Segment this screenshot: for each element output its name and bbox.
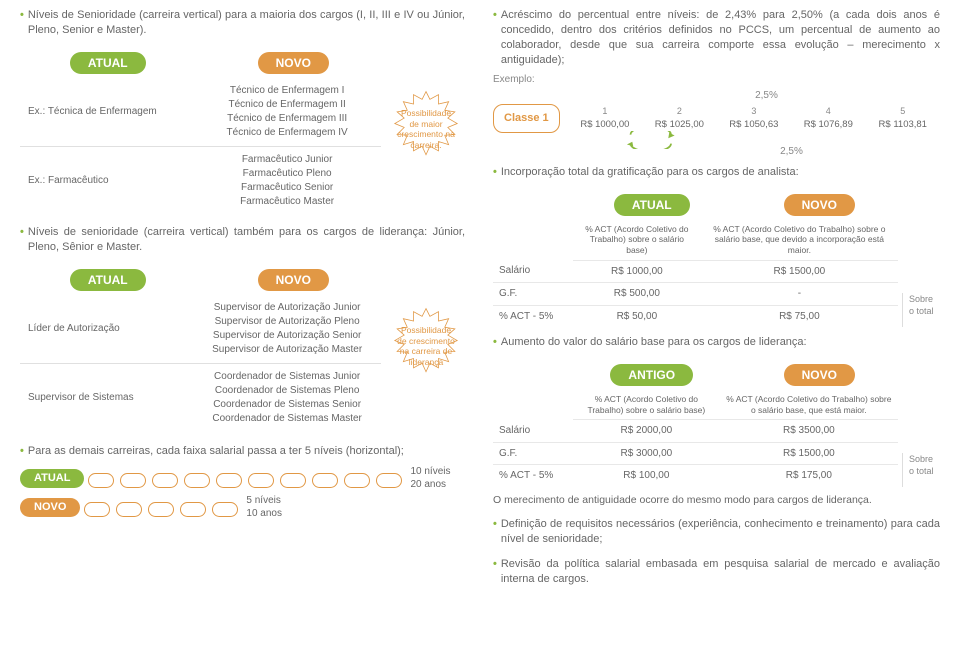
exemplo-label: Exemplo: bbox=[493, 73, 940, 87]
levels-atual-y: 20 anos bbox=[410, 478, 450, 492]
levels-novo-y: 10 anos bbox=[246, 507, 282, 521]
job-left-0: Ex.: Técnica de Enfermagem bbox=[20, 78, 193, 147]
job-table-2: Líder de Autorização Supervisor de Autor… bbox=[20, 295, 381, 432]
level-pill bbox=[88, 473, 114, 488]
bullet-text: Acréscimo do percentual entre níveis: de… bbox=[501, 8, 940, 67]
note-a2: % ACT (Acordo Coletivo do Trabalho) sobr… bbox=[701, 220, 898, 260]
levels-diagram: ATUAL 10 níveis 20 anos NOVO 5 níveis 10… bbox=[20, 465, 465, 521]
pill-novo: NOVO bbox=[258, 269, 329, 291]
job-left-2: Líder de Autorização bbox=[20, 295, 193, 364]
level-pill bbox=[280, 473, 306, 488]
job-block-2: ATUAL NOVO Líder de Autorização Supervis… bbox=[20, 261, 465, 432]
bullet-requisitos: Definição de requisitos necessários (exp… bbox=[493, 517, 940, 547]
job-block-1: ATUAL NOVO Ex.: Técnica de Enfermagem Té… bbox=[20, 44, 465, 215]
classe-pill: Classe 1 bbox=[493, 104, 560, 133]
dual-header-2: ATUAL NOVO bbox=[20, 269, 381, 291]
value-table: 1R$ 1000,00 2R$ 1025,00 3R$ 1050,63 4R$ … bbox=[568, 105, 940, 132]
bullet-aumento: Aumento do valor do salário base para os… bbox=[493, 335, 940, 350]
bullet-text: Incorporação total da gratificação para … bbox=[501, 165, 799, 180]
level-pill bbox=[180, 502, 206, 517]
level-pill bbox=[312, 473, 338, 488]
job-table-1: Ex.: Técnica de Enfermagem Técnico de En… bbox=[20, 78, 381, 215]
level-pill bbox=[116, 502, 142, 517]
level-pill bbox=[152, 473, 178, 488]
level-pill bbox=[212, 502, 238, 517]
note-b1: % ACT (Acordo Coletivo do Trabalho) sobr… bbox=[573, 390, 720, 420]
note-b2: % ACT (Acordo Coletivo do Trabalho) sobr… bbox=[720, 390, 898, 420]
levels-novo-n: 5 níveis bbox=[246, 494, 282, 508]
levels-atual bbox=[88, 473, 402, 488]
job-left-1: Ex.: Farmacêutico bbox=[20, 147, 193, 215]
level-pill bbox=[184, 473, 210, 488]
levels-atual-n: 10 níveis bbox=[410, 465, 450, 479]
bullet-text: Revisão da política salarial embasada em… bbox=[501, 557, 940, 587]
job-right-3: Coordenador de Sistemas Junior Coordenad… bbox=[193, 364, 381, 432]
pill-novo: NOVO bbox=[784, 364, 855, 386]
job-left-3: Supervisor de Sistemas bbox=[20, 364, 193, 432]
level-pill bbox=[248, 473, 274, 488]
bullet-text: Aumento do valor do salário base para os… bbox=[501, 335, 807, 350]
bullet-leadership: Níveis de senioridade (carreira vertical… bbox=[20, 225, 465, 255]
bullet-text: Definição de requisitos necessários (exp… bbox=[501, 517, 940, 547]
level-pill bbox=[120, 473, 146, 488]
bullet-text: Níveis de senioridade (carreira vertical… bbox=[28, 225, 465, 255]
table-analista: ATUAL NOVO % ACT (Acordo Coletivo do Tra… bbox=[493, 186, 940, 328]
level-pill bbox=[148, 502, 174, 517]
level-pill bbox=[216, 473, 242, 488]
side-note-a: Sobre o total bbox=[902, 293, 940, 327]
cycle-arrows bbox=[613, 131, 940, 149]
pill-atual-lvl: ATUAL bbox=[20, 469, 84, 488]
note-a1: % ACT (Acordo Coletivo do Trabalho) sobr… bbox=[573, 220, 701, 260]
pill-novo: NOVO bbox=[258, 52, 329, 74]
levels-novo bbox=[84, 502, 238, 517]
burst-2: Possibilidade de crescimento na carreira… bbox=[387, 307, 465, 385]
job-right-1: Farmacêutico Junior Farmacêutico Pleno F… bbox=[193, 147, 381, 215]
bullet-horizontal: Para as demais carreiras, cada faixa sal… bbox=[20, 444, 465, 459]
left-column: Níveis de Senioridade (carreira vertical… bbox=[20, 8, 465, 650]
table-lideranca: ANTIGO NOVO % ACT (Acordo Coletivo do Tr… bbox=[493, 356, 940, 487]
bullet-text: Para as demais carreiras, cada faixa sal… bbox=[28, 444, 404, 459]
bullet-acrescimo: Acréscimo do percentual entre níveis: de… bbox=[493, 8, 940, 67]
side-note-b: Sobre o total bbox=[902, 453, 940, 487]
level-pill bbox=[376, 473, 402, 488]
pill-novo-lvl: NOVO bbox=[20, 498, 80, 517]
level-pill bbox=[344, 473, 370, 488]
pill-novo: NOVO bbox=[784, 194, 855, 216]
pill-atual: ATUAL bbox=[614, 194, 690, 216]
pill-atual: ATUAL bbox=[70, 52, 146, 74]
dual-header-1: ATUAL NOVO bbox=[20, 52, 381, 74]
pill-antigo: ANTIGO bbox=[610, 364, 693, 386]
burst-1: Possibilidade de maior crescimento na ca… bbox=[387, 90, 465, 168]
job-right-2: Supervisor de Autorização Junior Supervi… bbox=[193, 295, 381, 364]
pill-atual: ATUAL bbox=[70, 269, 146, 291]
right-column: Acréscimo do percentual entre níveis: de… bbox=[493, 8, 940, 650]
bullet-text: Níveis de Senioridade (carreira vertical… bbox=[28, 8, 465, 38]
bullet-seniority: Níveis de Senioridade (carreira vertical… bbox=[20, 8, 465, 38]
job-right-0: Técnico de Enfermagem I Técnico de Enfer… bbox=[193, 78, 381, 147]
pct-top: 2,5% bbox=[593, 89, 940, 103]
level-pill bbox=[84, 502, 110, 517]
bullet-revisao: Revisão da política salarial embasada em… bbox=[493, 557, 940, 587]
after-note: O merecimento de antiguidade ocorre do m… bbox=[493, 493, 940, 507]
classe-row: Classe 1 1R$ 1000,00 2R$ 1025,00 3R$ 105… bbox=[493, 104, 940, 133]
bullet-incorp: Incorporação total da gratificação para … bbox=[493, 165, 940, 180]
